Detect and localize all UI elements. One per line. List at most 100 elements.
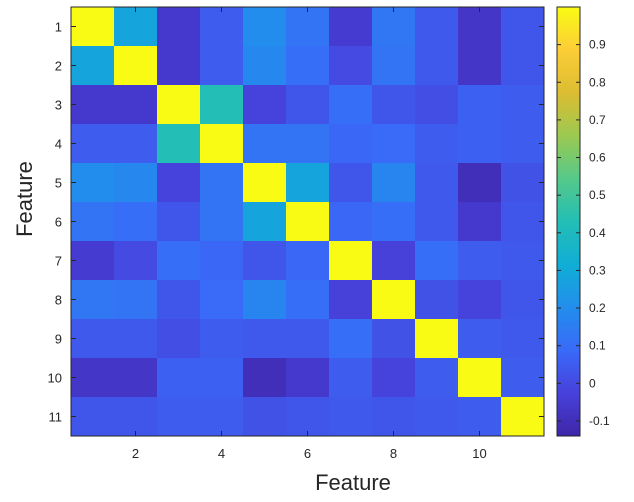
colorbar-segment bbox=[557, 358, 580, 362]
colorbar-segment bbox=[557, 13, 580, 17]
colorbar-segment bbox=[557, 25, 580, 29]
colorbar-segment bbox=[557, 253, 580, 257]
colorbar-segment bbox=[557, 73, 580, 77]
heatmap-cell bbox=[501, 46, 545, 86]
heatmap-cell bbox=[157, 202, 201, 242]
heatmap-cell bbox=[372, 7, 416, 47]
heatmap-cell bbox=[200, 46, 244, 86]
heatmap-cell bbox=[286, 358, 330, 398]
heatmap-cell bbox=[157, 358, 201, 398]
heatmap-cell bbox=[372, 280, 416, 320]
heatmap-cell bbox=[372, 85, 416, 125]
heatmap-cell bbox=[243, 280, 287, 320]
heatmap-cell bbox=[329, 241, 373, 281]
colorbar-segment bbox=[557, 244, 580, 248]
heatmap-cell bbox=[372, 202, 416, 242]
heatmap-cell bbox=[200, 163, 244, 203]
heatmap-cell bbox=[286, 7, 330, 47]
heatmap-cell bbox=[114, 319, 158, 359]
colorbar-segment bbox=[557, 421, 580, 425]
colorbar-segment bbox=[557, 328, 580, 332]
colorbar-tick-label: 0 bbox=[589, 376, 596, 390]
y-tick-label: 1 bbox=[55, 20, 62, 35]
y-tick-label: 3 bbox=[55, 98, 62, 113]
heatmap-cell bbox=[415, 7, 459, 47]
heatmap-cell bbox=[157, 241, 201, 281]
heatmap-cell bbox=[501, 241, 545, 281]
colorbar-segment bbox=[557, 340, 580, 344]
heatmap-cell bbox=[71, 202, 115, 242]
colorbar-segment bbox=[557, 223, 580, 227]
y-tick-label: 4 bbox=[55, 137, 62, 152]
heatmap-cell bbox=[415, 46, 459, 86]
colorbar-segment bbox=[557, 373, 580, 377]
colorbar-segment bbox=[557, 220, 580, 224]
colorbar-segment bbox=[557, 406, 580, 410]
heatmap-cell bbox=[114, 397, 158, 437]
heatmap-cell bbox=[415, 202, 459, 242]
colorbar-segment bbox=[557, 199, 580, 203]
colorbar-segment bbox=[557, 118, 580, 122]
colorbar-segment bbox=[557, 217, 580, 221]
colorbar-segment bbox=[557, 250, 580, 254]
colorbar-segment bbox=[557, 343, 580, 347]
colorbar-segment bbox=[557, 307, 580, 311]
colorbar-segment bbox=[557, 298, 580, 302]
colorbar-segment bbox=[557, 31, 580, 35]
heatmap-cell bbox=[415, 319, 459, 359]
colorbar-segment bbox=[557, 346, 580, 350]
heatmap-cell bbox=[372, 358, 416, 398]
heatmap-cell bbox=[157, 397, 201, 437]
colorbar-segment bbox=[557, 427, 580, 431]
colorbar-segment bbox=[557, 115, 580, 119]
colorbar-segment bbox=[557, 241, 580, 245]
heatmap-cell bbox=[71, 358, 115, 398]
colorbar-segment bbox=[557, 19, 580, 23]
heatmap-cell bbox=[114, 7, 158, 47]
colorbar-segment bbox=[557, 121, 580, 125]
colorbar-segment bbox=[557, 418, 580, 422]
colorbar-segment bbox=[557, 331, 580, 335]
colorbar-segment bbox=[557, 415, 580, 419]
colorbar-segment bbox=[557, 127, 580, 131]
heatmap-cell bbox=[458, 358, 502, 398]
colorbar-segment bbox=[557, 349, 580, 353]
heatmap-cell bbox=[71, 280, 115, 320]
heatmap-cell bbox=[372, 46, 416, 86]
colorbar-segment bbox=[557, 367, 580, 371]
colorbar-segment bbox=[557, 208, 580, 212]
colorbar-segment bbox=[557, 172, 580, 176]
colorbar-segment bbox=[557, 64, 580, 68]
colorbar-segment bbox=[557, 274, 580, 278]
colorbar-segment bbox=[557, 67, 580, 71]
colorbar-segment bbox=[557, 211, 580, 215]
colorbar-segment bbox=[557, 289, 580, 293]
heatmap-cell bbox=[501, 280, 545, 320]
heatmap-cell bbox=[286, 397, 330, 437]
colorbar-segment bbox=[557, 214, 580, 218]
colorbar-segment bbox=[557, 268, 580, 272]
x-tick-label: 4 bbox=[218, 446, 225, 461]
colorbar-segment bbox=[557, 403, 580, 407]
heatmap-cell bbox=[458, 280, 502, 320]
heatmap-cell bbox=[458, 163, 502, 203]
heatmap-cell bbox=[458, 7, 502, 47]
colorbar-segment bbox=[557, 286, 580, 290]
x-tick-label: 2 bbox=[132, 446, 139, 461]
colorbar-tick-label: 0.4 bbox=[589, 226, 606, 240]
colorbar-segment bbox=[557, 91, 580, 95]
y-tick-label: 10 bbox=[48, 371, 62, 386]
heatmap-cell bbox=[71, 319, 115, 359]
heatmap-cell bbox=[200, 85, 244, 125]
heatmap-cell bbox=[501, 85, 545, 125]
colorbar-segment bbox=[557, 205, 580, 209]
heatmap-cell bbox=[286, 202, 330, 242]
heatmap-cell bbox=[114, 163, 158, 203]
colorbar-segment bbox=[557, 139, 580, 143]
heatmap-cell bbox=[71, 7, 115, 47]
heatmap-cell bbox=[243, 358, 287, 398]
heatmap-cell bbox=[501, 397, 545, 437]
colorbar-segment bbox=[557, 136, 580, 140]
colorbar-segment bbox=[557, 160, 580, 164]
colorbar-segment bbox=[557, 7, 580, 11]
